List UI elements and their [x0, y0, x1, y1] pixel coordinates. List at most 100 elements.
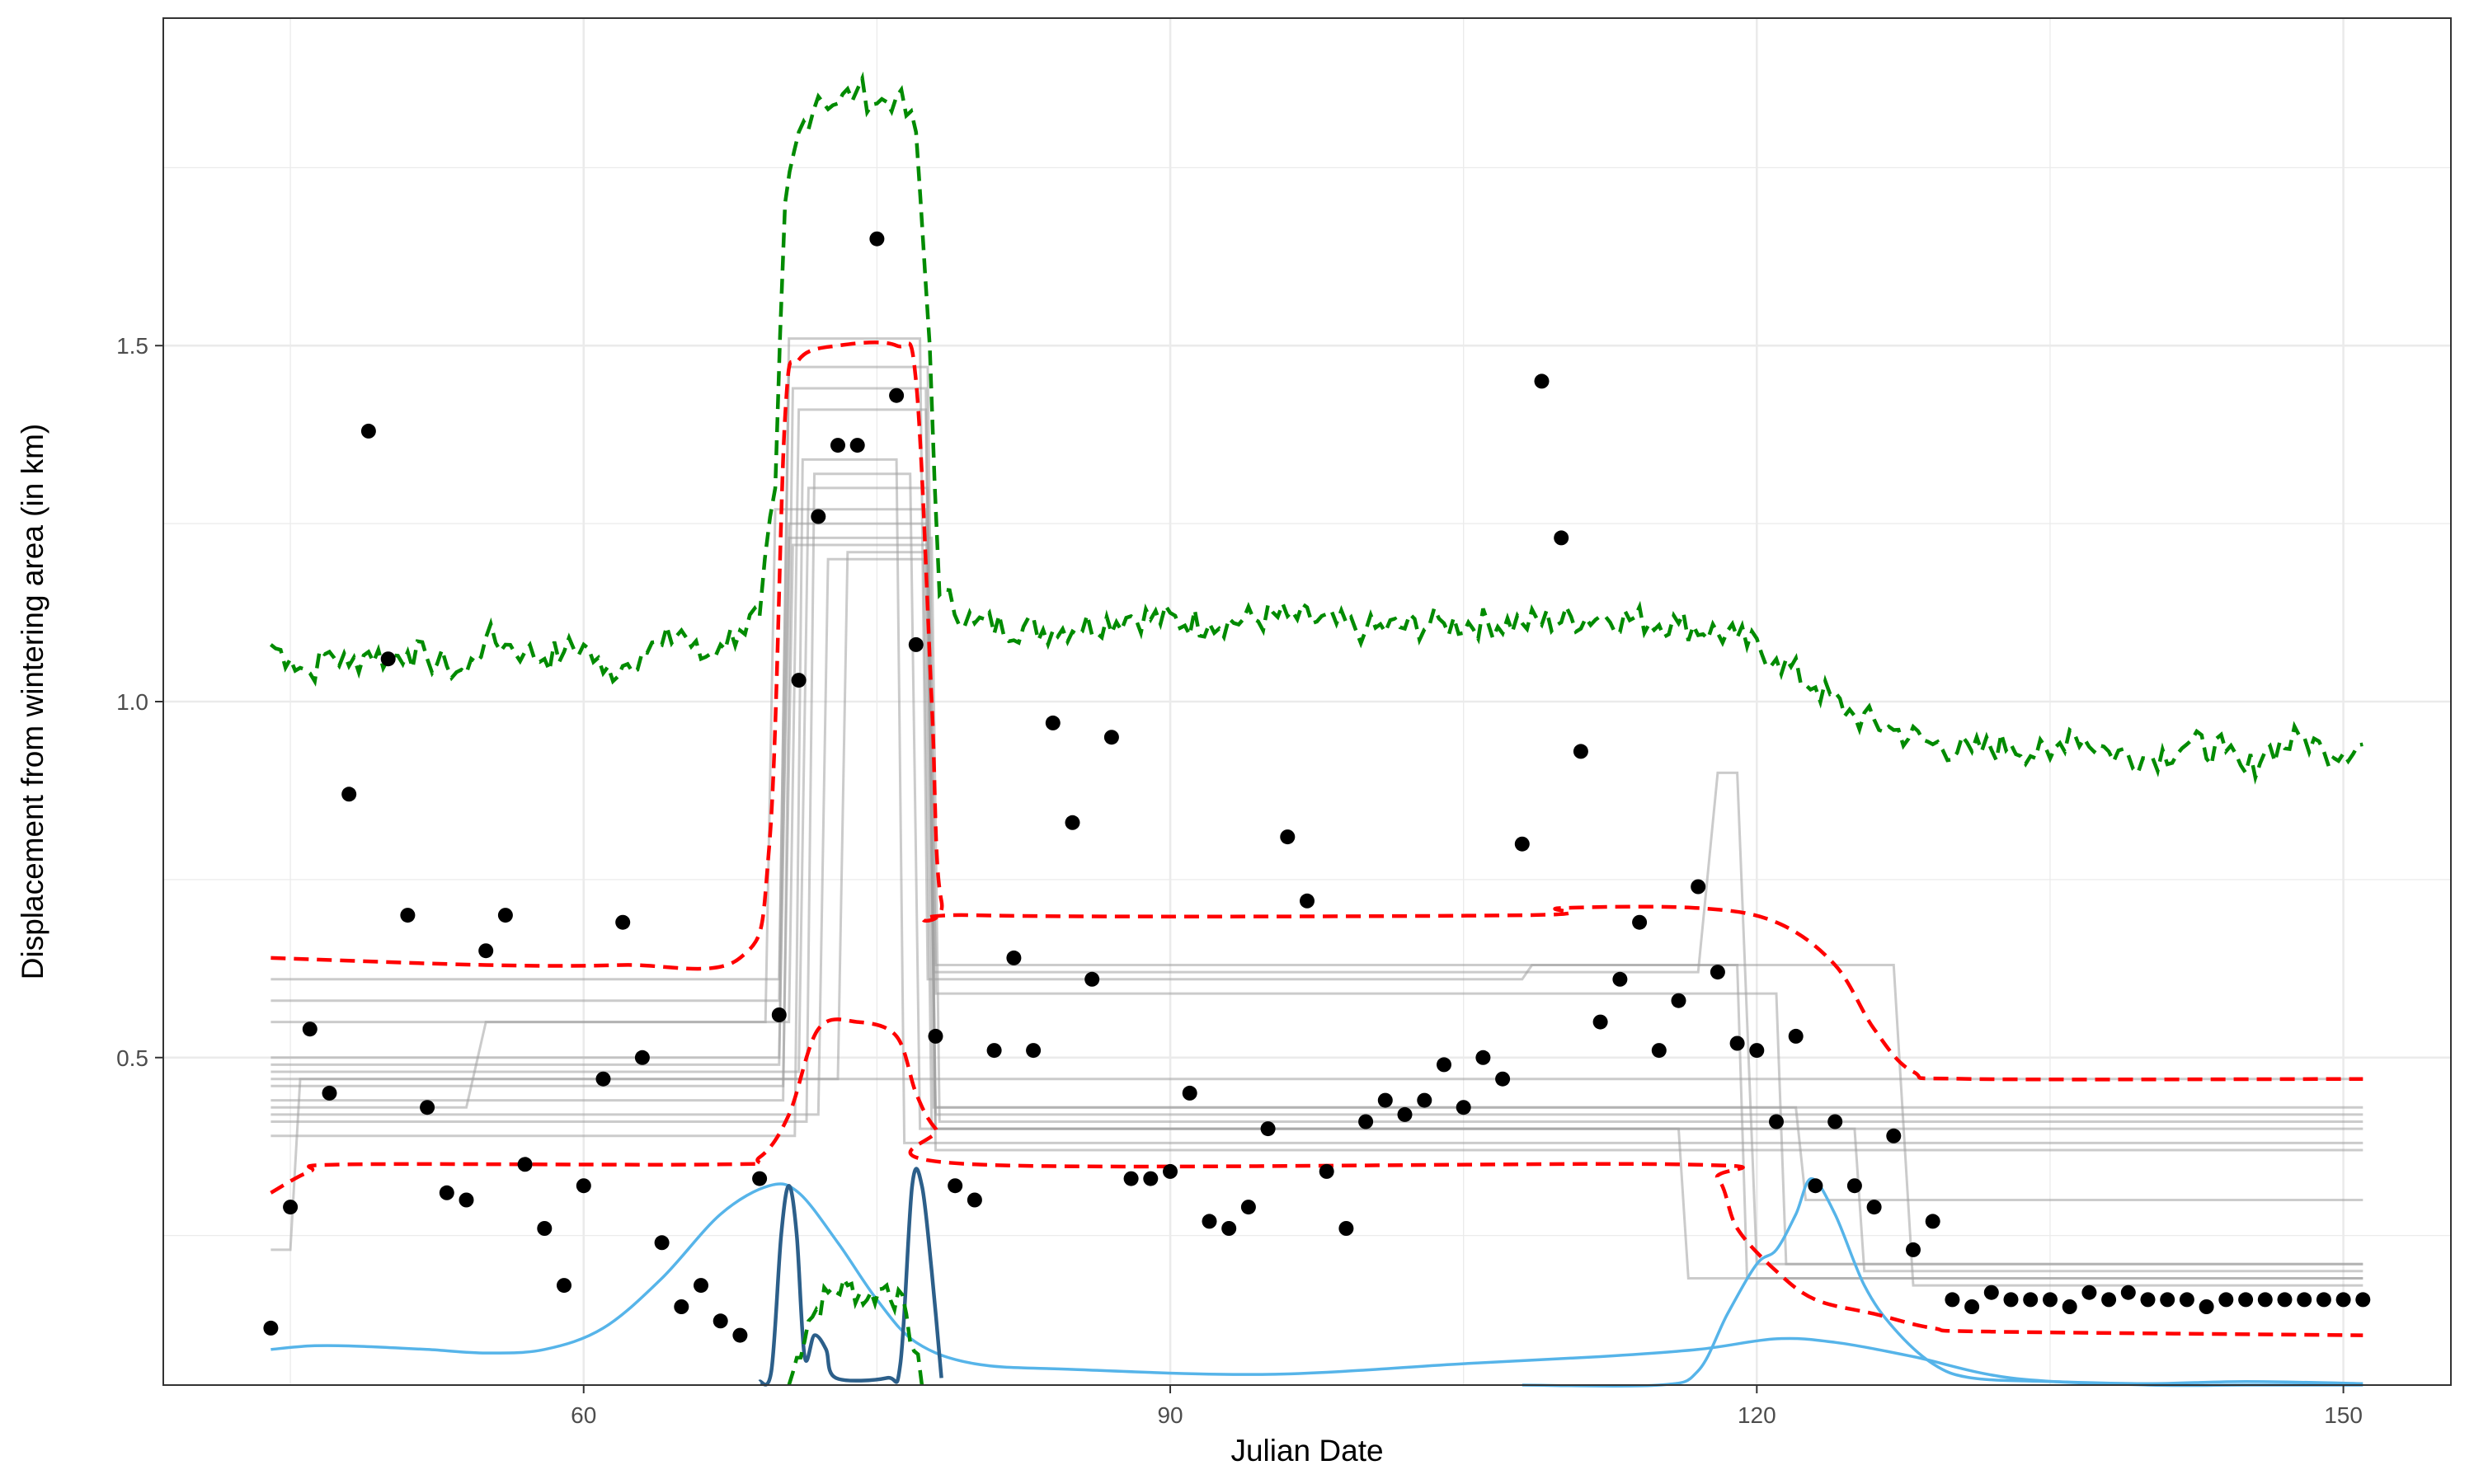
data-point: [2160, 1292, 2175, 1308]
data-point: [1534, 373, 1550, 389]
data-point: [576, 1178, 591, 1194]
green-upper-dashed-line: [269, 71, 2363, 785]
data-point: [1300, 893, 1315, 909]
data-point: [694, 1278, 708, 1294]
data-point: [1026, 1043, 1042, 1059]
data-point: [869, 231, 885, 247]
data-point: [1554, 530, 1569, 546]
data-point: [1260, 1121, 1276, 1137]
data-point: [1788, 1028, 1804, 1044]
y-tick-label: 1.0: [116, 689, 148, 715]
data-point: [732, 1327, 748, 1343]
data-point: [1143, 1171, 1159, 1186]
data-point: [302, 1021, 317, 1037]
data-point: [1417, 1092, 1432, 1108]
data-point: [1651, 1043, 1667, 1059]
data-point: [752, 1171, 768, 1186]
data-point: [1182, 1085, 1197, 1101]
data-point: [2140, 1292, 2156, 1308]
data-point: [2316, 1292, 2331, 1308]
data-point: [557, 1278, 571, 1294]
data-point: [1221, 1221, 1237, 1236]
data-point: [928, 1028, 943, 1044]
gray-track-line: [270, 522, 2363, 1116]
data-point: [1123, 1171, 1139, 1186]
data-point: [1846, 1178, 1862, 1194]
data-point: [1045, 715, 1061, 730]
data-point: [2218, 1292, 2234, 1308]
data-point: [2355, 1292, 2371, 1308]
data-point: [1769, 1114, 1784, 1129]
data-point: [615, 914, 631, 930]
data-point: [889, 387, 905, 403]
gray-track-line: [270, 536, 2363, 1123]
data-point: [1808, 1178, 1823, 1194]
y-axis-title: Displacement from wintering area (in km): [16, 424, 49, 979]
data-point: [1886, 1128, 1902, 1144]
data-point: [811, 509, 826, 524]
x-tick-label: 60: [571, 1402, 596, 1428]
data-point: [1632, 914, 1648, 930]
data-point: [948, 1178, 963, 1194]
data-point: [674, 1299, 689, 1314]
data-point: [1983, 1284, 1999, 1300]
data-point: [2062, 1299, 2077, 1314]
data-point: [1925, 1214, 1940, 1229]
data-point: [263, 1320, 279, 1336]
data-point: [1749, 1043, 1765, 1059]
data-point: [439, 1185, 454, 1200]
data-point: [1456, 1100, 1471, 1115]
gray-track-line: [270, 543, 2363, 1152]
data-point: [1240, 1200, 1256, 1215]
data-point: [1964, 1299, 1980, 1314]
gray-track-line: [270, 472, 2363, 1273]
data-point: [517, 1157, 533, 1172]
light-blue-density-line: [270, 1182, 2363, 1388]
light-blue-peak-density-line: [1522, 1176, 2363, 1388]
red-lower-dashed-line: [270, 1017, 2363, 1337]
data-point: [1729, 1036, 1745, 1051]
x-tick-label: 150: [2324, 1402, 2363, 1428]
data-point: [360, 423, 376, 439]
data-point: [2120, 1284, 2136, 1300]
data-point: [654, 1235, 670, 1251]
data-point: [2277, 1292, 2293, 1308]
data-point: [1710, 965, 1725, 980]
data-point: [478, 943, 494, 959]
data-point: [2297, 1292, 2312, 1308]
data-point: [1397, 1106, 1413, 1122]
data-point: [400, 908, 416, 923]
data-point: [1065, 815, 1080, 830]
data-point: [2023, 1292, 2039, 1308]
x-tick-label: 90: [1157, 1402, 1183, 1428]
data-point: [1377, 1092, 1393, 1108]
data-point: [830, 438, 845, 453]
gray-track-line: [270, 557, 2363, 1280]
data-point: [1691, 879, 1706, 895]
gray-track-line: [270, 458, 2363, 1144]
data-point: [420, 1100, 435, 1115]
data-point: [2199, 1299, 2214, 1314]
red-upper-dashed-line: [270, 340, 2363, 1082]
gray-track-line: [270, 387, 2363, 1266]
data-point: [1006, 950, 1022, 965]
data-point: [1945, 1292, 1960, 1308]
x-axis-title: Julian Date: [1230, 1434, 1383, 1468]
data-point: [1612, 971, 1628, 987]
data-point: [1495, 1071, 1511, 1087]
gray-track-line: [270, 337, 2363, 1287]
gridlines: [163, 18, 2451, 1385]
data-layer: [263, 71, 2371, 1388]
data-point: [1319, 1163, 1334, 1179]
data-point: [634, 1050, 650, 1065]
y-tick-label: 0.5: [116, 1045, 148, 1071]
data-point: [1671, 993, 1686, 1008]
data-point: [595, 1071, 611, 1087]
data-point: [2335, 1292, 2351, 1308]
data-point: [771, 1007, 787, 1022]
data-point: [1163, 1163, 1178, 1179]
data-point: [908, 636, 924, 652]
data-point: [497, 908, 513, 923]
data-point: [1573, 744, 1588, 759]
